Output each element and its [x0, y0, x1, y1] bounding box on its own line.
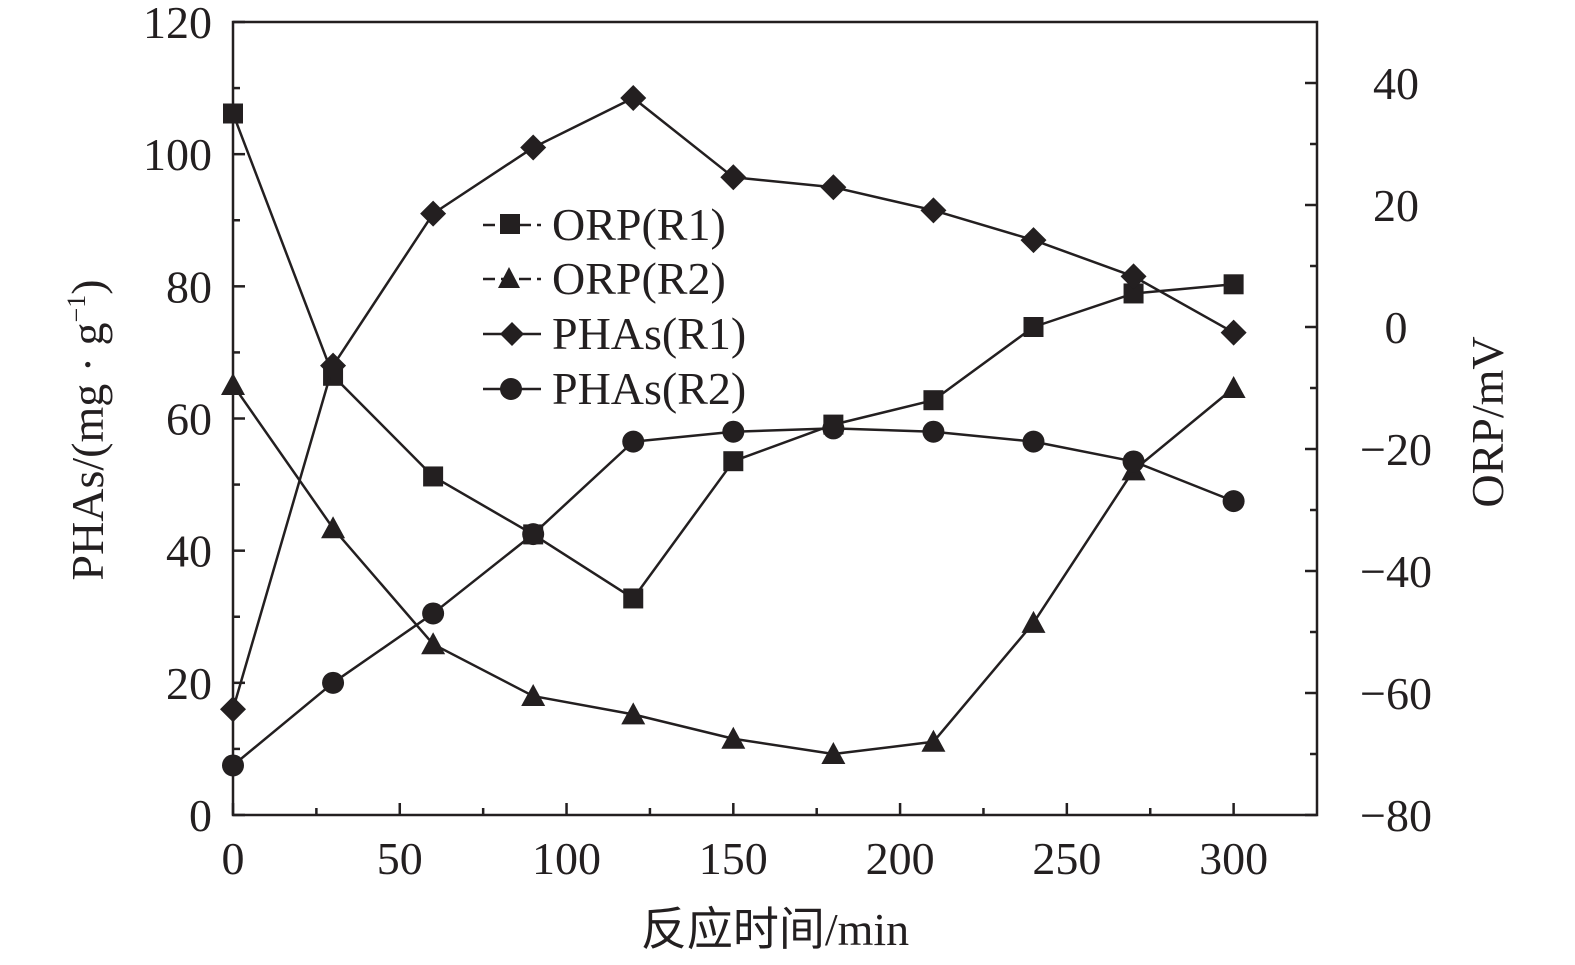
legend-marker-triangle	[498, 267, 520, 288]
data-point-square	[1223, 274, 1244, 295]
legend-label-phas-r2: PHAs(R2)	[552, 363, 746, 414]
series-phas-r1	[220, 84, 1247, 723]
series-line	[232, 427, 1235, 767]
data-point-diamond	[920, 197, 947, 224]
data-point-circle	[1022, 430, 1045, 453]
right-y-tick-label: 0	[1385, 302, 1408, 353]
left-y-axis-title-sup: −1	[62, 295, 91, 323]
data-point-circle	[722, 420, 745, 443]
right-y-tick-label: −60	[1360, 668, 1432, 719]
series-lines	[220, 84, 1247, 777]
data-point-triangle	[721, 726, 746, 749]
data-point-square	[923, 390, 944, 411]
series-orp-r2	[221, 372, 1246, 764]
data-point-circle	[222, 754, 244, 777]
legend: ORP(R1) ORP(R2) PHAs(R1) PHAs(R2)	[483, 199, 746, 414]
right-y-tick-label: 20	[1373, 180, 1419, 231]
data-point-square	[723, 451, 744, 472]
data-point-diamond	[820, 174, 847, 201]
series-phas-r2	[222, 417, 1245, 777]
left-y-tick-label: 100	[143, 129, 212, 180]
right-y-tick-label: 40	[1373, 58, 1419, 109]
left-y-tick-label: 0	[189, 790, 212, 841]
x-tick-label: 100	[532, 833, 601, 884]
data-point-circle	[822, 417, 845, 440]
legend-marker-diamond	[500, 322, 524, 346]
legend-marker-square	[500, 214, 520, 234]
data-point-triangle	[821, 742, 846, 764]
data-point-diamond	[320, 352, 347, 379]
x-tick-label: 50	[377, 833, 423, 884]
data-point-triangle	[321, 516, 346, 539]
data-point-circle	[922, 420, 945, 443]
right-y-tick-label: −80	[1360, 790, 1432, 841]
data-point-circle	[322, 671, 345, 694]
right-y-axis-title: ORP/mV	[1462, 336, 1513, 507]
left-y-axis-title-main: PHAs/(mg · g	[62, 322, 113, 580]
data-point-diamond	[1120, 263, 1147, 290]
left-y-axis-title: PHAs/(mg · g−1)	[62, 279, 113, 580]
legend-label-orp-r2: ORP(R2)	[552, 253, 726, 304]
x-tick-label: 250	[1032, 833, 1101, 884]
data-point-circle	[622, 430, 645, 453]
x-tick-label: 0	[222, 833, 245, 884]
data-point-diamond	[420, 200, 447, 227]
data-point-circle	[1222, 490, 1245, 513]
data-point-diamond	[520, 134, 547, 161]
data-point-circle	[522, 523, 545, 546]
right-y-tick-label: −20	[1360, 424, 1432, 475]
data-point-circle	[422, 602, 445, 625]
data-point-triangle	[621, 702, 646, 725]
left-y-tick-label: 40	[166, 526, 212, 577]
data-point-triangle	[1021, 610, 1046, 633]
legend-label-orp-r1: ORP(R1)	[552, 199, 726, 250]
x-tick-label: 200	[866, 833, 935, 884]
legend-label-phas-r1: PHAs(R1)	[552, 308, 746, 359]
data-point-triangle	[421, 632, 446, 655]
data-point-square	[423, 466, 444, 487]
right-y-tick-label: −40	[1360, 546, 1432, 597]
data-point-diamond	[720, 164, 747, 191]
legend-marker-circle	[500, 378, 522, 400]
ticks: 0 50 100 150 200 250 300020406080100120−80−60−…	[143, 0, 1432, 884]
x-tick-label: 150	[699, 833, 768, 884]
data-point-triangle	[221, 372, 245, 395]
left-y-axis-title-close: )	[62, 279, 113, 294]
data-point-diamond	[1220, 319, 1247, 346]
data-point-triangle	[1221, 376, 1246, 398]
left-y-tick-label: 80	[166, 261, 212, 312]
data-point-circle	[1122, 450, 1145, 473]
x-tick-label: 300	[1199, 833, 1268, 884]
data-point-triangle	[521, 684, 546, 707]
data-point-triangle	[921, 729, 946, 752]
data-point-square	[1123, 283, 1144, 304]
data-point-diamond	[1020, 227, 1047, 254]
left-y-tick-label: 120	[143, 0, 212, 48]
data-point-diamond	[220, 696, 246, 723]
left-y-tick-label: 60	[166, 394, 212, 445]
plot-frame	[231, 20, 1319, 817]
left-y-tick-label: 20	[166, 658, 212, 709]
data-point-diamond	[620, 84, 647, 111]
data-point-square	[223, 103, 243, 124]
data-point-square	[1023, 317, 1044, 337]
data-point-square	[623, 588, 644, 609]
x-axis-title: 反应时间/min	[641, 904, 909, 955]
